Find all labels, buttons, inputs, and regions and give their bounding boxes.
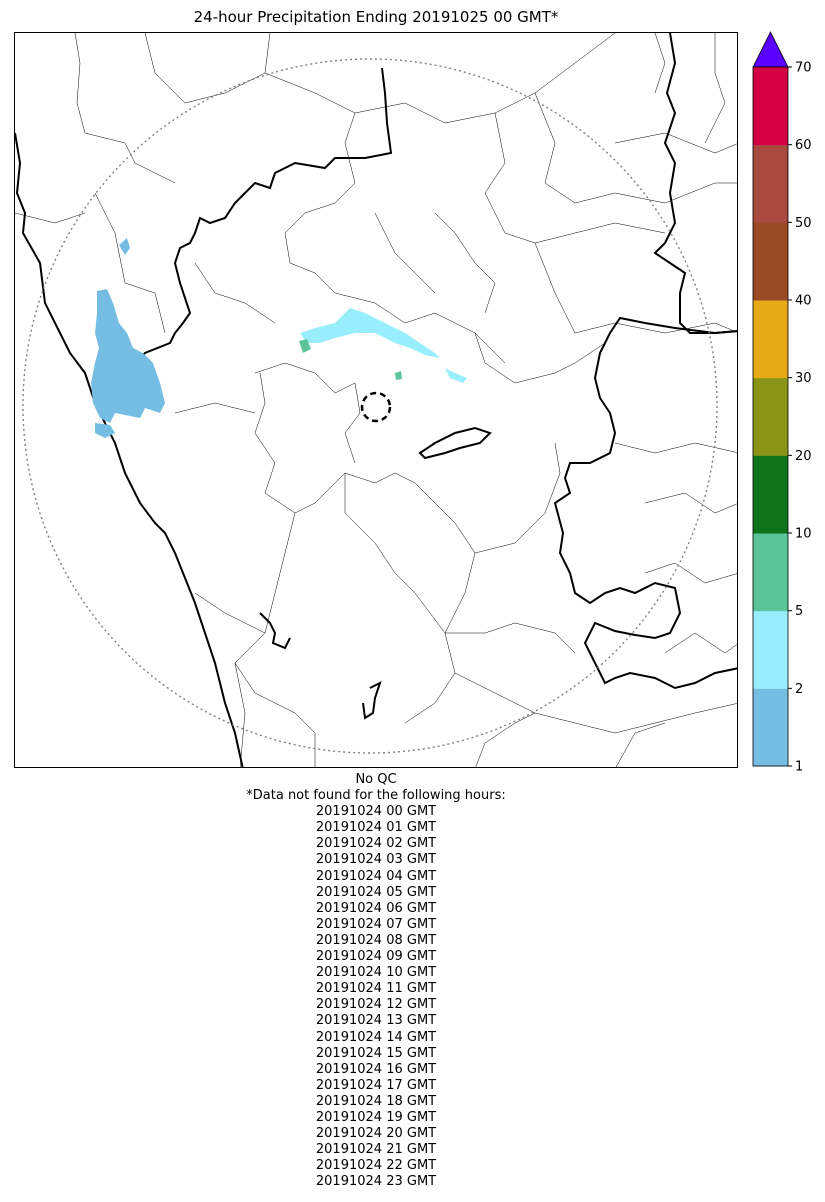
missing-hour-item: 20191024 18 GMT xyxy=(315,1093,437,1109)
rain-area-central xyxy=(300,308,440,358)
missing-hour-item: 20191024 00 GMT xyxy=(315,804,437,820)
map-title: 24-hour Precipitation Ending 20191025 00… xyxy=(193,8,559,26)
colorbar-tick-label: 50 xyxy=(795,216,812,231)
missing-hour-item: 20191024 01 GMT xyxy=(315,820,437,836)
colorbar-tick-label: 10 xyxy=(795,527,812,542)
colorbar-bin xyxy=(753,377,788,456)
missing-hour-item: 20191024 09 GMT xyxy=(315,949,437,965)
state-boundaries xyxy=(15,33,737,767)
missing-hour-item: 20191024 13 GMT xyxy=(315,1013,437,1029)
colorbar-canvas: 1 2 5 10 20 30 40 50 60 70 xyxy=(752,31,812,775)
missing-data-header: *Data not found for the following hours: xyxy=(246,788,506,804)
missing-hour-item: 20191024 17 GMT xyxy=(315,1077,437,1093)
colorbar-tick-label: 60 xyxy=(795,138,812,153)
missing-hour-item: 20191024 23 GMT xyxy=(315,1174,437,1190)
colorbar-bin xyxy=(753,455,788,534)
radar-range-ring xyxy=(22,58,718,754)
colorbar-tick-label: 70 xyxy=(795,61,812,76)
rain-area-west-small xyxy=(119,238,130,255)
rain-area-central-east xyxy=(445,368,467,383)
colorbar-bin xyxy=(753,610,788,689)
colorbar-frame xyxy=(752,66,789,767)
missing-hour-item: 20191024 16 GMT xyxy=(315,1061,437,1077)
colorbar-tick-label: 20 xyxy=(795,449,812,464)
missing-hour-item: 20191024 10 GMT xyxy=(315,965,437,981)
missing-hour-item: 20191024 05 GMT xyxy=(315,884,437,900)
rain-area-west xyxy=(91,289,165,423)
missing-hour-item: 20191024 22 GMT xyxy=(315,1158,437,1174)
colorbar-extend-arrow xyxy=(752,31,789,68)
colorbar-tick-label: 5 xyxy=(795,604,803,619)
rain-area-west-offshore xyxy=(95,423,115,438)
colorbar-tick-label: 40 xyxy=(795,294,812,309)
missing-hour-item: 20191024 02 GMT xyxy=(315,836,437,852)
missing-hour-item: 20191024 11 GMT xyxy=(315,981,437,997)
colorbar-bin xyxy=(753,67,788,146)
notes-block: No QC *Data not found for the following … xyxy=(14,772,738,1190)
radar-site-marker xyxy=(360,391,392,423)
district-boundaries xyxy=(15,33,737,767)
precipitation-map xyxy=(14,32,738,768)
missing-hour-item: 20191024 12 GMT xyxy=(315,997,437,1013)
missing-hour-item: 20191024 21 GMT xyxy=(315,1142,437,1158)
colorbar-bin xyxy=(753,222,788,301)
colorbar-tick-label: 30 xyxy=(795,371,812,386)
missing-hour-item: 20191024 06 GMT xyxy=(315,900,437,916)
precipitation-areas xyxy=(91,238,467,438)
colorbar: 1 2 5 10 20 30 40 50 60 70 xyxy=(752,30,824,775)
colorbar-bin xyxy=(753,533,788,612)
rain-area-central-core-2 xyxy=(395,371,402,380)
missing-hour-item: 20191024 19 GMT xyxy=(315,1109,437,1125)
colorbar-tick-label: 2 xyxy=(795,682,803,697)
colorbar-bin xyxy=(753,688,788,767)
colorbar-bin xyxy=(753,144,788,223)
missing-hour-item: 20191024 03 GMT xyxy=(315,852,437,868)
colorbar-tick-label: 1 xyxy=(795,760,803,775)
missing-hour-item: 20191024 14 GMT xyxy=(315,1029,437,1045)
qc-status: No QC xyxy=(355,772,397,787)
missing-hour-item: 20191024 07 GMT xyxy=(315,916,437,932)
map-canvas xyxy=(15,33,737,767)
colorbar-bin xyxy=(753,300,788,379)
missing-hour-item: 20191024 08 GMT xyxy=(315,932,437,948)
missing-hours-list: 20191024 00 GMT 20191024 01 GMT 20191024 0… xyxy=(14,804,738,1190)
missing-hour-item: 20191024 20 GMT xyxy=(315,1126,437,1142)
missing-hour-item: 20191024 15 GMT xyxy=(315,1045,437,1061)
rain-area-central-core xyxy=(299,339,311,353)
missing-hour-item: 20191024 04 GMT xyxy=(315,868,437,884)
